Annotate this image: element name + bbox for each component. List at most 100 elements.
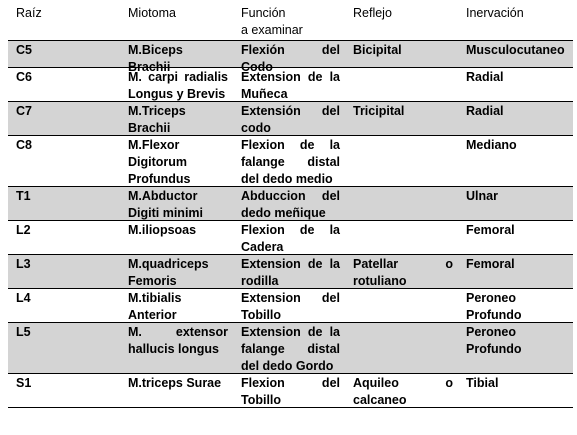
cell-miotoma-line: Anterior [128,308,177,322]
cell-inervacion: Femoral [466,223,515,237]
cell-raiz: S1 [16,376,32,390]
cell-reflejo [345,68,458,101]
table-row: L5 M. extensor hallucis longus Extension de… [8,323,573,374]
cell-reflejo-line: Tricipital [353,104,405,118]
cell-funcion-line: Extension de la [241,325,340,339]
cell-funcion: Flexion de la falange distal del dedo medi… [233,136,345,186]
cell-funcion-line: rodilla [241,274,279,288]
cell-reflejo: Patellar o rotuliano [345,255,458,288]
cell-inervacion: Radial [466,70,504,84]
cell-miotoma: M.tibialis Anterior [120,289,233,322]
cell-funcion: Abduccion del dedo meñique [233,187,345,220]
table-row: L3 M.quadriceps Femoris Extension de la rodi… [8,255,573,289]
cell-inervacion: Radial [466,104,504,118]
cell-miotoma-line: M. extensor [128,325,228,339]
cell-funcion-line: Extension de la [241,70,340,84]
cell-reflejo-line: Patellar o [353,257,453,271]
cell-miotoma: M.quadriceps Femoris [120,255,233,288]
header-miotoma: Miotoma [128,6,176,20]
cell-miotoma: M.Flexor Digitorum Profundus [120,136,233,186]
cell-miotoma-line: M.iliopsoas [128,223,197,237]
cell-inervacion: Peroneo Profundo [466,325,522,356]
cell-funcion-line: del dedo Gordo [241,359,334,373]
table-row: C8 M.Flexor Digitorum Profundus Flexion de l… [8,136,573,187]
table-row: C7 M.Triceps Brachii Extensión del codo Trici… [8,102,573,136]
cell-miotoma-line: Brachii [128,121,171,135]
cell-funcion-line: codo [241,121,271,135]
cell-miotoma: M.Triceps Brachii [120,102,233,135]
cell-miotoma-line: Profundus [128,172,191,186]
cell-miotoma-line: M.Biceps [128,43,183,57]
cell-raiz: L2 [16,223,31,237]
cell-inervacion: Peroneo Profundo [466,291,522,322]
header-reflejo: Reflejo [353,6,392,20]
cell-funcion: Flexion del Tobillo [233,374,345,407]
cell-funcion: Flexion de la Cadera [233,221,345,254]
header-raiz: Raíz [16,6,42,20]
table-row: S1 M.triceps Surae Flexion del Tobillo Aquil… [8,374,573,408]
cell-funcion: Extensión del codo [233,102,345,135]
cell-raiz: T1 [16,189,31,203]
cell-inervacion: Mediano [466,138,517,152]
cell-raiz: C6 [16,70,32,84]
cell-inervacion: Tibial [466,376,499,390]
cell-miotoma: M.triceps Surae [120,374,233,407]
cell-funcion-line: Flexión del Codo [241,43,340,74]
cell-miotoma: M.Abductor Digiti minimi [120,187,233,220]
cell-miotoma-line: Brachii [128,60,171,74]
cell-funcion-line: Tobillo [241,308,282,322]
cell-reflejo-line: Aquileo o [353,376,453,390]
cell-reflejo [345,221,458,254]
cell-raiz: L5 [16,325,31,339]
cell-funcion-line: Flexion de la [241,223,340,237]
cell-funcion: Extension del Tobillo [233,289,345,322]
cell-inervacion: Ulnar [466,189,498,203]
cell-miotoma: M.iliopsoas [120,221,233,254]
cell-miotoma-line: M.Abductor [128,189,198,203]
cell-miotoma-line: Digitorum [128,155,188,169]
cell-funcion-line: Abduccion del [241,189,340,203]
cell-reflejo [345,187,458,220]
cell-funcion: Extension de la rodilla [233,255,345,288]
cell-miotoma-line: hallucis longus [128,342,219,356]
cell-raiz: L4 [16,291,31,305]
cell-miotoma: M.Biceps Brachii [120,41,233,74]
cell-inervacion: Musculocutaneo [466,43,565,57]
table-row: C5 M.Biceps Brachii Flexión del Codo Bicipit… [8,41,573,74]
cell-funcion-line: falange distal [241,155,340,169]
cell-miotoma-line: Femoris [128,274,177,288]
cell-funcion-line: Flexion de la [241,138,340,152]
cell-reflejo-line: calcaneo [353,393,407,407]
cell-reflejo: Aquileo o calcaneo [345,374,458,407]
cell-funcion-line: falange distal [241,342,340,356]
cell-miotoma-line: M.triceps Surae [128,376,222,390]
cell-funcion: Extension de la falange distal del dedo Go… [233,323,345,373]
cell-reflejo: Tricipital [345,102,458,135]
table-row: T1 M.Abductor Digiti minimi Abduccion del de… [8,187,573,221]
cell-funcion: Flexión del Codo [233,41,345,74]
cell-miotoma-line: Digiti minimi [128,206,203,220]
cell-reflejo-line: Bicipital [353,43,402,57]
cell-miotoma-line: M.quadriceps [128,257,209,271]
cell-reflejo: Bicipital [345,41,458,67]
header-funcion: Función a examinar [241,6,303,37]
cell-reflejo-line: rotuliano [353,274,407,288]
myotome-table: Raíz Miotoma Función a examinar Reflejo … [8,4,573,408]
cell-funcion-line: Extensión del [241,104,340,118]
cell-miotoma-line: M.Flexor [128,138,180,152]
cell-miotoma: M. carpi radialis Longus y Brevis [120,68,233,101]
cell-funcion-line: Extension de la [241,257,340,271]
cell-miotoma-line: Longus y Brevis [128,87,226,101]
cell-funcion-line: Cadera [241,240,284,254]
cell-funcion-line: dedo meñique [241,206,326,220]
cell-funcion-line: Muñeca [241,87,288,101]
cell-raiz: C8 [16,138,32,152]
cell-miotoma-line: M.Triceps [128,104,186,118]
header-inervacion: Inervación [466,6,524,20]
cell-miotoma-line: M. carpi radialis [128,70,228,84]
cell-reflejo [345,136,458,186]
cell-raiz: C5 [16,43,32,57]
cell-funcion-line: del dedo medio [241,172,333,186]
table-row: C6 M. carpi radialis Longus y Brevis Extens… [8,68,573,102]
cell-raiz: L3 [16,257,31,271]
